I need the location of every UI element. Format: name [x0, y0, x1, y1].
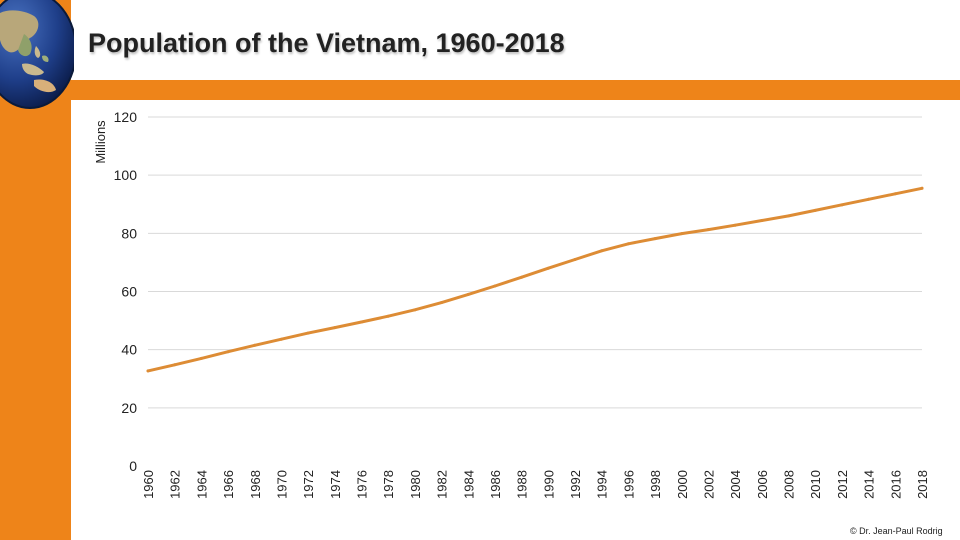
- data-point: [360, 320, 364, 324]
- x-tick-label: 1976: [355, 470, 370, 499]
- x-tick-label: 1964: [194, 470, 209, 499]
- copyright-credit: © Dr. Jean-Paul Rodrig: [850, 526, 943, 536]
- globe-asia-icon: [0, 0, 74, 109]
- data-point: [600, 249, 604, 253]
- x-tick-label: 2002: [701, 470, 716, 499]
- x-tick-label: 1984: [461, 470, 476, 499]
- x-tick-label: 1968: [248, 470, 263, 499]
- data-point: [706, 228, 710, 232]
- x-tick-label: 2004: [728, 470, 743, 499]
- x-tick-label: 1986: [488, 470, 503, 499]
- x-tick-label: 1974: [328, 470, 343, 499]
- x-tick-label: 2008: [782, 470, 797, 499]
- data-point: [440, 301, 444, 305]
- series-line: [146, 186, 924, 373]
- data-point: [253, 343, 257, 347]
- data-point: [199, 356, 203, 360]
- x-tick-label: 1966: [221, 470, 236, 499]
- data-point: [787, 214, 791, 218]
- x-tick-label: 1998: [648, 470, 663, 499]
- data-point: [893, 192, 897, 196]
- data-point: [520, 275, 524, 279]
- x-tick-label: 2010: [808, 470, 823, 499]
- data-point: [226, 350, 230, 354]
- data-point: [466, 292, 470, 296]
- y-tick-label: 20: [121, 400, 137, 416]
- data-point: [573, 258, 577, 262]
- x-tick-label: 1960: [141, 470, 156, 499]
- data-point: [146, 369, 150, 373]
- data-point: [680, 232, 684, 236]
- data-point: [173, 363, 177, 367]
- data-point: [626, 242, 630, 246]
- data-point: [840, 203, 844, 207]
- data-point: [413, 308, 417, 312]
- x-tick-label: 1970: [274, 470, 289, 499]
- data-point: [279, 337, 283, 341]
- y-axis-label: Millions: [93, 120, 108, 164]
- data-point: [733, 223, 737, 227]
- data-point: [386, 314, 390, 318]
- y-tick-label: 120: [114, 109, 138, 125]
- data-point: [653, 237, 657, 241]
- y-tick-label: 40: [121, 342, 137, 358]
- x-tick-label: 2014: [862, 470, 877, 499]
- x-tick-label: 1994: [595, 470, 610, 499]
- page-title: Population of the Vietnam, 1960-2018: [88, 28, 565, 58]
- x-tick-label: 1992: [568, 470, 583, 499]
- header-accent-band: [71, 80, 960, 100]
- y-tick-label: 60: [121, 284, 137, 300]
- data-point: [546, 266, 550, 270]
- x-tick-label: 2006: [755, 470, 770, 499]
- x-tick-label: 2018: [915, 470, 930, 499]
- y-tick-label: 100: [114, 167, 138, 183]
- y-tick-label: 80: [121, 225, 137, 241]
- y-tick-label: 0: [129, 458, 137, 474]
- x-tick-label: 1996: [621, 470, 636, 499]
- x-tick-label: 1978: [381, 470, 396, 499]
- x-tick-label: 1962: [168, 470, 183, 499]
- x-tick-label: 1980: [408, 470, 423, 499]
- data-point: [867, 197, 871, 201]
- x-tick-label: 1982: [435, 470, 450, 499]
- data-point: [760, 219, 764, 223]
- data-point: [493, 284, 497, 288]
- data-point: [306, 331, 310, 335]
- x-tick-label: 2016: [888, 470, 903, 499]
- data-point: [813, 208, 817, 212]
- x-tick-label: 1972: [301, 470, 316, 499]
- x-tick-label: 2000: [675, 470, 690, 499]
- data-point: [333, 326, 337, 330]
- data-point: [920, 186, 924, 190]
- x-tick-label: 1990: [541, 470, 556, 499]
- x-tick-label: 2012: [835, 470, 850, 499]
- x-tick-label: 1988: [515, 470, 530, 499]
